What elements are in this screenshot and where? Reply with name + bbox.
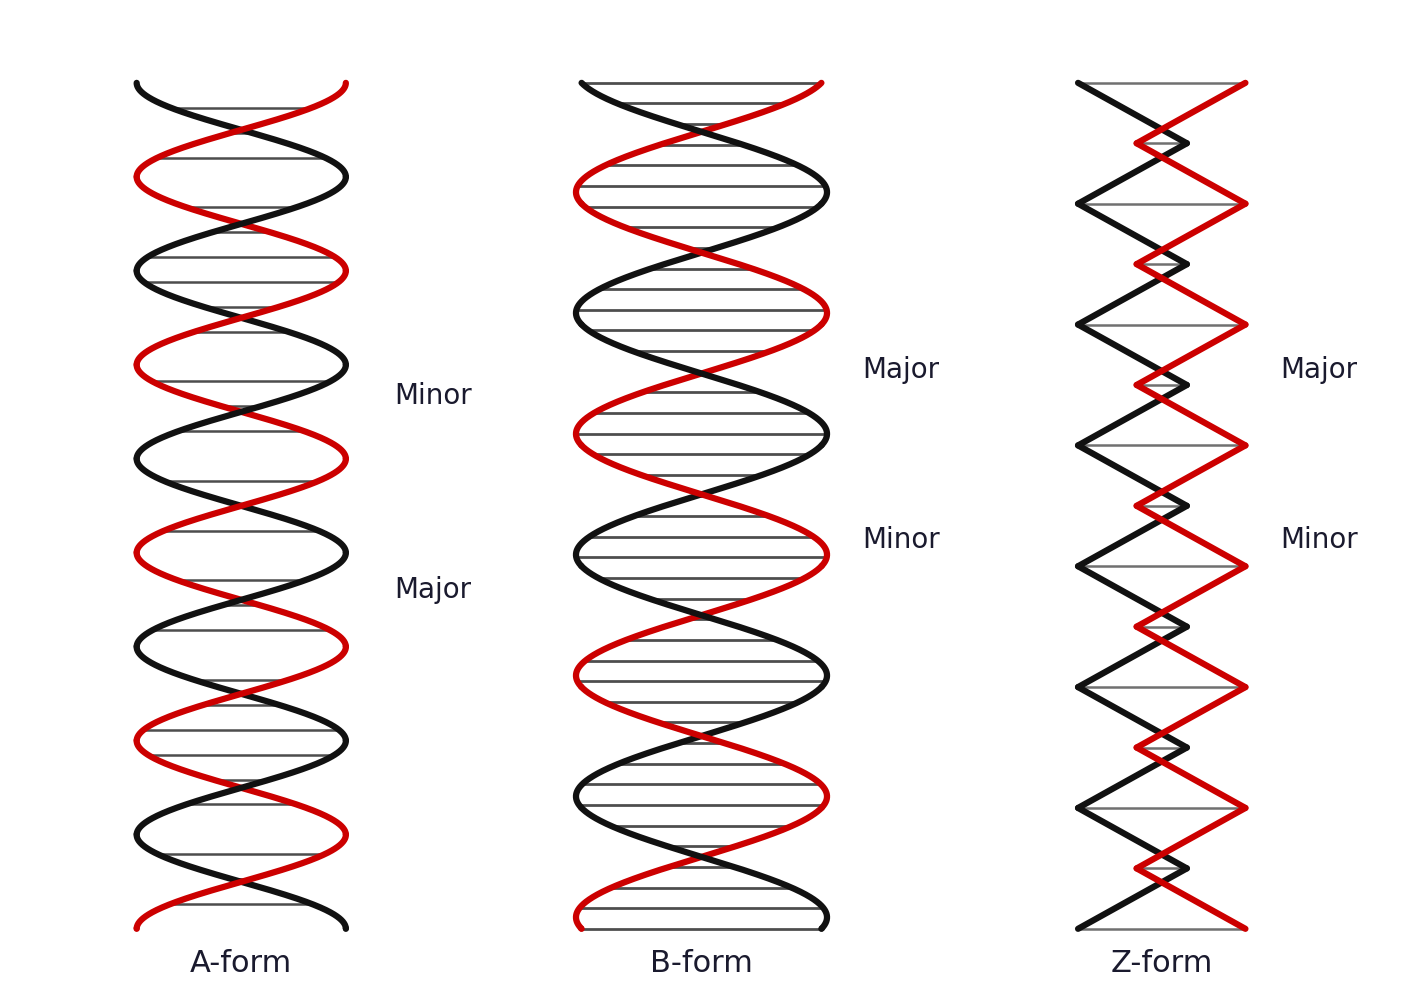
Text: Major: Major <box>1281 356 1358 385</box>
Text: Major: Major <box>394 576 471 604</box>
Text: Minor: Minor <box>1281 526 1358 554</box>
Text: Major: Major <box>861 356 939 385</box>
Text: B-form: B-form <box>650 948 753 978</box>
Text: A-form: A-form <box>191 948 292 978</box>
Text: Z-form: Z-form <box>1111 948 1214 978</box>
Text: Minor: Minor <box>394 382 473 410</box>
Text: Minor: Minor <box>861 526 940 554</box>
